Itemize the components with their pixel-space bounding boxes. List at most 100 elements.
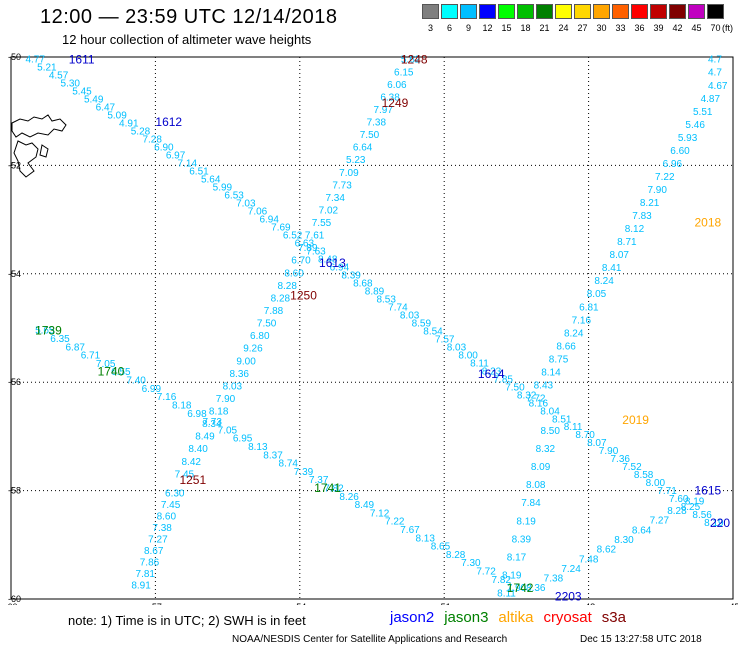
wave-height-value: 7.71 [657, 486, 677, 497]
wave-height-value: 6.87 [65, 342, 85, 353]
wave-height-value: 8.07 [610, 250, 630, 261]
wave-height-value: 8.08 [526, 480, 546, 491]
grid-lines [11, 57, 733, 599]
wave-height-value: 4.87 [701, 94, 721, 105]
wave-height-value: 8.17 [507, 552, 527, 563]
scale-unit: (ft) [722, 23, 733, 33]
wave-height-value: 5.93 [678, 133, 698, 144]
wave-height-value: 5.46 [685, 120, 705, 131]
wave-height-value: 8.05 [587, 289, 607, 300]
scale-swatch [593, 4, 610, 19]
wave-height-value: 7.24 [561, 564, 581, 575]
wave-height-value: 8.36 [526, 583, 546, 594]
wave-height-value: 8.30 [614, 535, 634, 546]
wave-height-value: 6.47 [96, 103, 116, 114]
wave-height-value: 7.50 [257, 319, 277, 330]
wave-height-value: 8.66 [556, 341, 576, 352]
legend-cryosat: cryosat [543, 609, 592, 626]
wave-height-value: 8.49 [195, 432, 215, 443]
wave-height-value: 8.62 [597, 545, 617, 556]
wave-height-value: 5.51 [693, 107, 713, 118]
scale-label: 33 [615, 23, 626, 33]
scale-swatch [612, 4, 629, 19]
wave-height-value: 8.28 [446, 550, 466, 561]
scale-swatch [650, 4, 667, 19]
wave-height-value: 6.81 [579, 302, 599, 313]
scale-label: 42 [672, 23, 683, 33]
track-1739-1742: 5.656.356.876.717.056.557.406.997.168.18… [35, 326, 527, 594]
y-tick-label: -60 [8, 594, 21, 604]
scale-swatch [688, 4, 705, 19]
wave-height-value: 8.64 [632, 525, 652, 536]
wave-height-value: 7.38 [152, 523, 172, 534]
wave-height-value: 7.05 [218, 425, 238, 436]
wave-height-value: 6.52 [283, 230, 303, 241]
wave-height-value: 7.45 [175, 469, 195, 480]
wave-height-value: 7.36 [611, 454, 631, 465]
x-tick-label: -51 [438, 602, 451, 605]
wave-height-value: 8.59 [412, 318, 432, 329]
legend-jason2: jason2 [390, 609, 435, 626]
scale-label: 12 [482, 23, 493, 33]
wave-height-value: 7.97 [373, 105, 393, 116]
scale-label: 21 [539, 23, 550, 33]
wave-height-value: 5.49 [84, 95, 104, 106]
wave-height-value: 7.05 [96, 359, 116, 370]
wave-height-value: 6.35 [50, 334, 70, 345]
wave-height-value: 7.02 [319, 205, 339, 216]
wave-height-value: 4.7 [708, 68, 722, 79]
scale-label: 3 [427, 23, 433, 33]
wave-height-value: 7.55 [312, 218, 332, 229]
wave-height-value: 4.77 [25, 55, 45, 66]
scale-label: 27 [577, 23, 588, 33]
wave-height-value: 8.00 [646, 478, 666, 489]
wave-height-value: 9.26 [243, 344, 263, 355]
wave-height-value: 7.28 [142, 135, 162, 146]
wave-height-value: 5.65 [35, 326, 55, 337]
wave-height-value: 8.18 [209, 407, 229, 418]
wave-height-value: 6.51 [189, 167, 209, 178]
scale-label: 30 [596, 23, 607, 33]
wave-height-value: 8.91 [131, 580, 151, 591]
y-tick-label: -52 [8, 160, 21, 170]
x-tick-label: -45 [726, 602, 738, 605]
wave-height-value: 7.12 [370, 508, 390, 519]
track-2019-1742: 8.50 8.32 8.09 8.08 7.84 8.19 8.39 8.17 8.19 8.11 [497, 426, 560, 600]
scale-label: 36 [634, 23, 645, 33]
map-canvas: -60-57-54-51-48-45-50-52-54-56-58-60 4.7… [4, 52, 739, 612]
pass-number-label: 1615 [694, 484, 721, 498]
wave-height-value: 7.48 [579, 554, 599, 565]
wave-height-value: 8.28 [667, 506, 687, 517]
wave-height-value: 8.11 [470, 358, 489, 369]
scale-swatch [422, 4, 439, 19]
wave-height-value: 7.50 [505, 382, 525, 393]
wave-height-value: 6.64 [353, 143, 373, 154]
wave-height-value: 8.24 [564, 328, 584, 339]
scale-label: 39 [653, 23, 664, 33]
wave-height-value: 7.61 [305, 231, 325, 242]
wave-height-value: 8.56 [692, 510, 712, 521]
wave-height-value: 7.90 [647, 185, 667, 196]
wave-height-value: 8.60 [284, 268, 304, 279]
pass-number-label: 1611 [69, 53, 95, 67]
track-2018-2019: 4.7 4.7 4.67 4.87 5.51 5.46 5.93 6.60 6.96 7.22 7.… [526, 55, 728, 405]
pass-number-label: 1248 [401, 53, 428, 67]
wave-height-value: 8.13 [248, 442, 268, 453]
wave-height-value: 7.27 [148, 534, 168, 545]
legend-s3a: s3a [601, 609, 626, 626]
wave-height-value: 6.55 [111, 367, 131, 378]
wave-height-value: 6.97 [166, 151, 186, 162]
pass-number-label: 1613 [319, 256, 346, 270]
wave-height-value: 8.68 [353, 278, 373, 289]
scale-label: 45 [691, 23, 702, 33]
wave-height-value: 7.85 [493, 374, 513, 385]
wave-height-value: 8.74 [279, 459, 299, 470]
legend-jason3: jason3 [444, 609, 489, 626]
scale-label: 9 [465, 23, 471, 33]
wave-height-value: 8.39 [341, 270, 361, 281]
wave-height-value: 7.27 [650, 516, 670, 527]
pass-number-label: 1612 [155, 115, 182, 129]
wave-height-value: 4.91 [119, 119, 139, 130]
scale-swatch [517, 4, 534, 19]
scale-label: 70 [710, 23, 721, 33]
